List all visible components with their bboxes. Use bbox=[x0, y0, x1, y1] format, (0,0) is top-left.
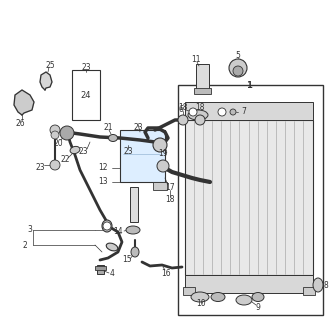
Text: 13: 13 bbox=[98, 178, 108, 186]
Bar bbox=[97, 265, 104, 274]
Text: 8: 8 bbox=[324, 281, 329, 290]
Circle shape bbox=[178, 115, 188, 125]
Text: 18: 18 bbox=[178, 104, 188, 113]
Circle shape bbox=[50, 125, 60, 135]
Circle shape bbox=[51, 131, 59, 139]
Ellipse shape bbox=[109, 135, 117, 142]
Text: 1: 1 bbox=[246, 82, 252, 90]
Bar bbox=[130, 187, 138, 222]
Bar bbox=[303, 287, 315, 295]
Bar bbox=[185, 120, 313, 275]
Ellipse shape bbox=[70, 147, 80, 154]
Text: 23: 23 bbox=[78, 148, 88, 156]
Text: 26: 26 bbox=[15, 118, 25, 127]
Circle shape bbox=[233, 66, 243, 76]
Circle shape bbox=[157, 160, 169, 172]
Text: 19: 19 bbox=[158, 149, 168, 158]
Circle shape bbox=[153, 138, 167, 152]
Text: 5: 5 bbox=[236, 50, 241, 59]
Polygon shape bbox=[14, 90, 34, 115]
Text: 3: 3 bbox=[28, 225, 32, 235]
Ellipse shape bbox=[236, 295, 252, 305]
Circle shape bbox=[189, 108, 197, 116]
Text: 23: 23 bbox=[81, 62, 91, 72]
Ellipse shape bbox=[102, 220, 112, 232]
Text: 23: 23 bbox=[123, 148, 133, 156]
Circle shape bbox=[195, 115, 205, 125]
Bar bbox=[194, 88, 211, 94]
Text: 23: 23 bbox=[133, 122, 143, 131]
Text: 25: 25 bbox=[45, 60, 55, 70]
Text: 12: 12 bbox=[98, 163, 108, 173]
Bar bbox=[196, 64, 209, 92]
Bar bbox=[178, 85, 323, 315]
Ellipse shape bbox=[188, 110, 208, 120]
Text: 6: 6 bbox=[178, 106, 183, 115]
Bar bbox=[120, 130, 165, 182]
Text: 18: 18 bbox=[165, 195, 175, 205]
Text: 20: 20 bbox=[53, 139, 63, 148]
Text: 15: 15 bbox=[122, 255, 132, 265]
Bar bbox=[183, 287, 195, 295]
Ellipse shape bbox=[211, 292, 225, 302]
Ellipse shape bbox=[191, 292, 209, 302]
Text: 2: 2 bbox=[23, 241, 27, 249]
Text: 24: 24 bbox=[81, 90, 91, 100]
Text: 21: 21 bbox=[103, 123, 113, 133]
Polygon shape bbox=[40, 72, 52, 90]
Circle shape bbox=[103, 222, 111, 230]
Text: 7: 7 bbox=[241, 108, 246, 116]
Circle shape bbox=[218, 108, 226, 116]
Ellipse shape bbox=[106, 243, 118, 251]
Text: 14: 14 bbox=[113, 226, 123, 236]
Text: 10: 10 bbox=[196, 300, 206, 309]
Text: 16: 16 bbox=[161, 269, 171, 278]
Text: 23: 23 bbox=[35, 162, 45, 172]
Circle shape bbox=[229, 59, 247, 77]
Text: 17: 17 bbox=[165, 183, 175, 192]
Circle shape bbox=[50, 160, 60, 170]
Bar bbox=[185, 102, 313, 120]
Text: 22: 22 bbox=[60, 155, 70, 164]
Ellipse shape bbox=[131, 247, 139, 257]
Ellipse shape bbox=[313, 278, 323, 292]
Text: 9: 9 bbox=[255, 303, 260, 312]
Circle shape bbox=[60, 126, 74, 140]
Circle shape bbox=[230, 109, 236, 115]
Text: 4: 4 bbox=[110, 269, 115, 278]
Bar bbox=[185, 275, 313, 293]
Ellipse shape bbox=[126, 226, 140, 234]
Bar bbox=[95, 266, 106, 270]
Ellipse shape bbox=[252, 292, 264, 302]
Bar bbox=[153, 182, 167, 190]
Text: 11: 11 bbox=[191, 55, 201, 64]
Bar bbox=[72, 70, 100, 120]
Text: 18: 18 bbox=[195, 104, 205, 113]
